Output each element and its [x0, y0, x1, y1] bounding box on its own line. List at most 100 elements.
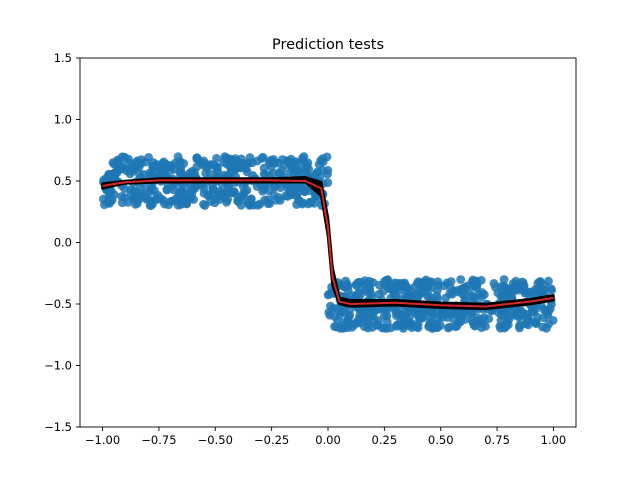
scatter-point [234, 163, 244, 172]
scatter-point [209, 160, 219, 170]
scatter-point [515, 320, 525, 330]
x-tick-label: −0.50 [198, 433, 233, 447]
scatter-point [352, 317, 362, 326]
scatter-point [195, 157, 205, 167]
scatter-points [98, 152, 558, 333]
scatter-point [433, 277, 443, 287]
y-tick-label: 1.0 [54, 113, 72, 127]
x-tick-label: 0.25 [372, 433, 398, 447]
scatter-point [152, 162, 162, 172]
scatter-point [134, 158, 144, 168]
scatter-point [456, 285, 466, 294]
scatter-point [144, 195, 154, 205]
y-tick-label: 0.0 [54, 236, 72, 250]
scatter-point [173, 152, 183, 162]
scatter-point [275, 195, 285, 205]
x-tick-label: −0.25 [254, 433, 289, 447]
scatter-point [481, 321, 490, 331]
scatter-point [489, 278, 499, 288]
scatter-point [531, 319, 541, 329]
scatter-point [374, 316, 384, 325]
scatter-point [233, 196, 243, 206]
scatter-point [382, 311, 392, 321]
scatter-point [341, 282, 351, 292]
scatter-point [146, 184, 156, 194]
scatter-point [504, 314, 514, 324]
x-tick-label: 0.75 [484, 433, 510, 447]
scatter-point [523, 320, 533, 330]
x-tick-label: 1.00 [541, 433, 567, 447]
scatter-point [343, 323, 352, 333]
scatter-point [299, 152, 309, 161]
scatter-point [167, 161, 177, 171]
scatter-point [391, 291, 401, 300]
scatter-point [120, 184, 129, 194]
scatter-point [182, 195, 191, 205]
scatter-point [200, 201, 210, 210]
scatter-point [377, 323, 387, 333]
scatter-point [456, 317, 465, 327]
scatter-point [470, 321, 480, 331]
y-axis: −1.5 −1.0 −0.5 0.0 0.5 1.0 1.5 [44, 51, 80, 434]
scatter-point [330, 322, 339, 331]
scatter-point [219, 157, 229, 167]
scatter-point [356, 277, 365, 287]
y-tick-label: −0.5 [44, 297, 72, 311]
scatter-point [131, 193, 140, 203]
scatter-point [215, 195, 225, 204]
scatter-point [108, 158, 118, 168]
x-tick-label: −0.75 [141, 433, 176, 447]
scatter-point [285, 167, 295, 177]
scatter-point [315, 172, 325, 182]
scatter-point [263, 199, 273, 208]
scatter-point [446, 283, 455, 293]
y-tick-label: 1.5 [54, 51, 72, 65]
plot-area [98, 152, 558, 333]
scatter-point [226, 165, 236, 175]
scatter-point [418, 313, 428, 323]
scatter-point [318, 165, 328, 175]
scatter-point [259, 163, 269, 173]
scatter-point [162, 185, 172, 194]
scatter-point [498, 291, 508, 301]
scatter-point [514, 284, 524, 293]
scatter-point [190, 168, 199, 178]
scatter-point [213, 167, 223, 177]
y-tick-label: −1.0 [44, 359, 72, 373]
scatter-point [230, 188, 239, 198]
scatter-point [134, 169, 144, 179]
scatter-point [363, 323, 373, 333]
x-axis: −1.00 −0.75 −0.50 −0.25 0.00 0.25 0.50 0.75 1.00 [85, 427, 566, 447]
scatter-point [527, 307, 537, 316]
scatter-point [438, 307, 448, 317]
scatter-point [479, 290, 489, 299]
scatter-point [402, 285, 412, 295]
scatter-point [274, 168, 284, 178]
scatter-point [414, 289, 423, 299]
scatter-point [223, 195, 233, 204]
scatter-point [247, 158, 257, 168]
scatter-point [441, 293, 451, 303]
x-tick-label: −1.00 [85, 433, 120, 447]
scatter-point [501, 322, 511, 332]
scatter-point [364, 276, 374, 286]
scatter-point [318, 157, 328, 167]
scatter-point [433, 314, 443, 323]
scatter-point [370, 306, 379, 316]
scatter-point [398, 319, 408, 328]
scatter-point [385, 284, 394, 294]
scatter-point [205, 169, 215, 179]
scatter-point [518, 309, 528, 319]
y-tick-label: 0.5 [54, 174, 72, 188]
scatter-point [284, 157, 294, 167]
scatter-point [236, 154, 246, 164]
prediction-line [102, 179, 554, 308]
scatter-point [186, 186, 196, 196]
scatter-point [207, 190, 217, 200]
scatter-point [156, 194, 166, 204]
scatter-point [499, 275, 509, 284]
scatter-point [120, 152, 129, 162]
scatter-point [117, 192, 126, 201]
scatter-point [363, 315, 372, 325]
